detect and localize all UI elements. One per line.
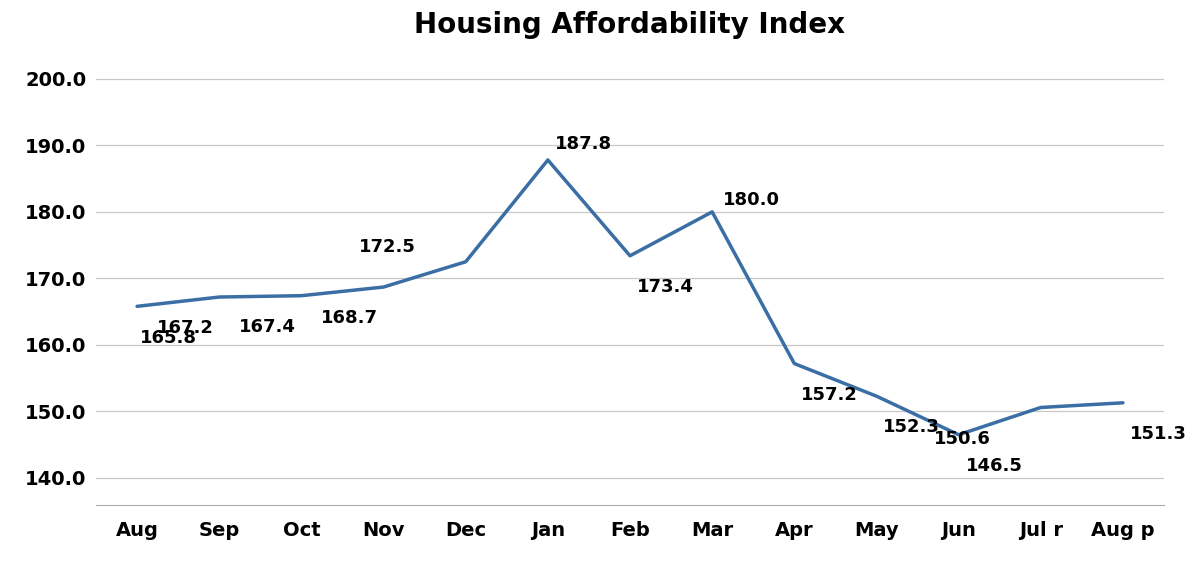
Text: 172.5: 172.5: [359, 238, 415, 256]
Text: 150.6: 150.6: [934, 430, 991, 448]
Text: 165.8: 165.8: [140, 328, 197, 347]
Text: 180.0: 180.0: [724, 191, 780, 209]
Text: 146.5: 146.5: [966, 457, 1022, 475]
Text: 173.4: 173.4: [637, 278, 694, 296]
Text: 167.4: 167.4: [239, 318, 296, 336]
Text: 151.3: 151.3: [1130, 425, 1187, 443]
Text: 167.2: 167.2: [157, 319, 214, 337]
Text: 168.7: 168.7: [320, 309, 378, 327]
Text: 152.3: 152.3: [883, 418, 941, 436]
Text: 157.2: 157.2: [802, 386, 858, 404]
Text: 187.8: 187.8: [554, 135, 612, 153]
Title: Housing Affordability Index: Housing Affordability Index: [414, 11, 846, 39]
